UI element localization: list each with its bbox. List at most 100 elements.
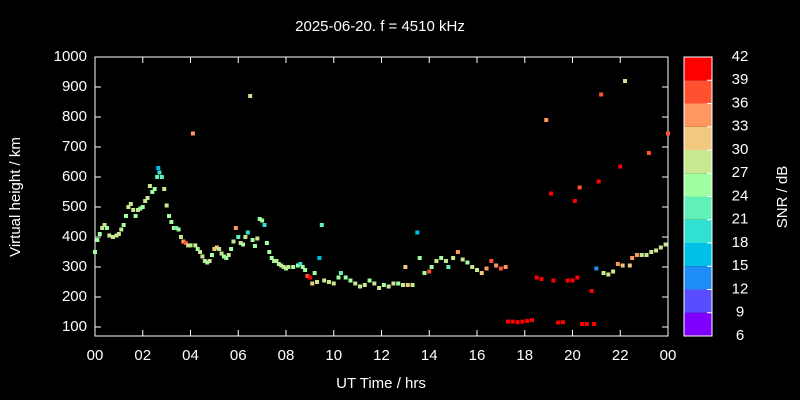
data-point [95, 238, 100, 242]
data-point [217, 247, 222, 251]
data-point [238, 241, 243, 245]
data-point [200, 254, 205, 259]
data-point [156, 166, 161, 170]
data-point [145, 196, 150, 200]
data-point [224, 256, 229, 260]
data-point [377, 286, 382, 290]
data-point [303, 268, 308, 272]
colorbar-tick-label: 39 [732, 71, 749, 88]
data-point [305, 274, 310, 278]
data-point [100, 226, 105, 230]
data-point [434, 259, 439, 263]
data-point [515, 320, 520, 325]
data-point [312, 271, 317, 275]
colorbar-band [684, 266, 712, 290]
data-point [494, 263, 499, 268]
data-point [300, 265, 305, 269]
data-point [663, 242, 668, 247]
data-point [279, 263, 284, 268]
data-point [338, 271, 343, 275]
x-tick-label: 02 [134, 347, 151, 364]
data-point [135, 208, 140, 212]
data-point [286, 265, 291, 269]
y-tick-label: 100 [62, 318, 87, 335]
colorbar-band [684, 243, 712, 267]
x-tick-label: 06 [230, 347, 247, 364]
data-point [276, 262, 281, 266]
data-point [336, 275, 341, 280]
data-point [386, 284, 391, 289]
data-point [422, 271, 427, 275]
data-point [150, 190, 155, 194]
data-point [525, 319, 530, 323]
data-point [479, 271, 484, 275]
x-tick-label: 16 [469, 347, 486, 364]
data-point [460, 257, 465, 262]
data-point [560, 320, 565, 325]
data-point [209, 253, 214, 257]
data-point [372, 281, 377, 286]
data-point [520, 319, 525, 324]
data-point [140, 205, 145, 209]
colorbar-tick-label: 12 [732, 280, 749, 297]
data-point [611, 269, 616, 274]
data-point [264, 241, 269, 245]
data-point [565, 278, 570, 283]
data-point [396, 281, 401, 286]
data-point [295, 263, 300, 268]
colorbar-band [684, 126, 712, 150]
data-point [601, 271, 606, 275]
data-point [107, 233, 112, 238]
colorbar-tick-label: 21 [732, 211, 749, 228]
data-point [572, 199, 577, 203]
data-point [615, 262, 620, 266]
data-point [138, 206, 143, 211]
colorbar-band [684, 103, 712, 127]
data-point [403, 265, 408, 269]
data-point [575, 275, 580, 280]
data-point [391, 281, 396, 286]
plot-frame [94, 56, 669, 337]
data-point [348, 278, 353, 283]
data-point [427, 269, 432, 274]
x-tick-label: 10 [325, 347, 342, 364]
y-tick-label: 900 [62, 78, 87, 95]
data-point [245, 230, 250, 235]
data-point [639, 253, 644, 257]
y-tick-label: 700 [62, 138, 87, 155]
data-point [580, 322, 585, 326]
data-point [570, 278, 575, 283]
data-point [260, 218, 265, 223]
data-point [102, 223, 107, 227]
data-point [176, 227, 181, 232]
data-point [281, 265, 286, 269]
data-point [162, 187, 167, 191]
data-point [400, 283, 405, 287]
data-point [649, 250, 654, 254]
x-tick-label: 22 [612, 347, 629, 364]
data-point [126, 205, 131, 209]
x-tick-label: 00 [87, 347, 104, 364]
data-point [367, 278, 372, 283]
data-point [183, 241, 188, 245]
colorbar-band [684, 80, 712, 104]
data-point [131, 208, 136, 212]
data-point [498, 266, 503, 271]
data-point [317, 256, 322, 260]
y-tick-label: 800 [62, 108, 87, 125]
data-point [506, 319, 511, 324]
data-point [243, 235, 248, 239]
data-point [315, 280, 320, 284]
data-point [443, 259, 448, 263]
data-point [119, 227, 124, 232]
data-point [381, 283, 386, 287]
colorbar-tick-label: 33 [732, 118, 749, 135]
data-point [644, 253, 649, 257]
colorbar-band [684, 196, 712, 220]
data-point [326, 280, 331, 284]
y-tick-label: 200 [62, 288, 87, 305]
data-point [589, 289, 594, 293]
data-point [551, 278, 556, 283]
y-tick-label: 600 [62, 168, 87, 185]
data-point [630, 256, 635, 260]
